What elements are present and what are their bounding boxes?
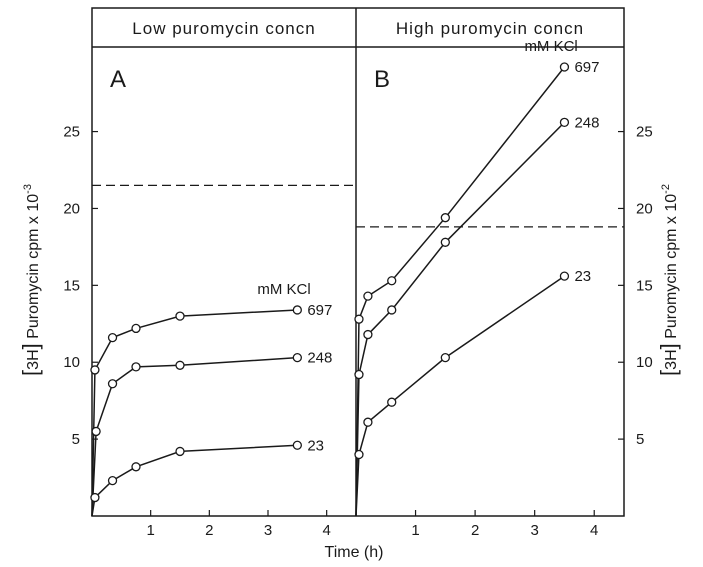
data-point [440,352,450,363]
series-label: 23 [307,437,324,454]
series-label: 697 [307,302,332,319]
bracket-open: [ [18,370,43,376]
legend-title: mM KCl [524,38,577,55]
outer-border [91,7,625,517]
bracket-open: [ [656,370,681,376]
data-point [559,271,570,281]
x-tick-label: 4 [322,522,330,539]
panel-a-letter: A [110,66,126,93]
x-tick-label: 1 [411,522,419,539]
data-point [363,291,373,301]
data-point [107,332,118,343]
y-tick-label: 25 [63,124,80,141]
data-point [363,329,373,340]
series-23-line [355,275,565,517]
series-label: 23 [574,268,591,285]
series-label: 248 [307,350,332,367]
x-axis-title: Time (h) [325,544,384,561]
data-point [292,440,302,450]
x-tick-label: 3 [530,522,538,539]
y-tick-label: 20 [636,200,653,217]
data-point [354,449,364,460]
y-tick-label: 5 [72,431,80,448]
data-point [107,379,118,389]
chart-frame [91,7,625,517]
x-tick-label: 4 [590,522,598,539]
data-point [175,311,185,321]
y-tick-label: 10 [636,354,653,371]
y-tick-label: 10 [63,354,80,371]
data-point [131,362,141,372]
y-axis-exponent: -3 [22,184,34,194]
y-axis-label: Puromycin cpm x 10 [663,194,680,343]
x-tick-label: 2 [471,522,479,539]
data-point [387,305,397,315]
panel-b-letter: B [374,66,390,93]
y-axis-title-text: [3H] Puromycin cpm x 10-3 [18,184,43,376]
data-point [90,492,100,503]
x-tick-label: 2 [205,522,213,539]
data-point [131,462,141,472]
x-tick-label: 1 [146,522,154,539]
panel-a-header: Low puromycin concn [132,19,315,38]
panel-b-y-axis-title: [3H] Puromycin cpm x 10-2 [656,184,681,376]
isotope-label: 3H [25,349,42,369]
data-point [292,305,302,315]
y-tick-label: 25 [636,124,653,141]
bracket-close: ] [656,343,681,349]
bracket-close: ] [18,343,43,349]
data-point [90,365,100,375]
data-point [354,314,364,324]
panel-a-y-axis-title: [3H] Puromycin cpm x 10-3 [18,184,43,376]
data-point [559,62,570,72]
series-248-line [355,121,565,517]
data-point [387,397,397,407]
data-point [440,237,450,247]
x-tick-label: 3 [264,522,272,539]
y-axis-label: Puromycin cpm x 10 [25,194,42,343]
y-tick-label: 5 [636,431,644,448]
data-point [363,417,373,427]
series-label: 248 [574,114,599,131]
panel-b-header: High puromycin concn [396,19,584,38]
y-axis-exponent: -2 [660,184,672,194]
isotope-label: 3H [663,349,680,369]
series-label: 697 [574,59,599,76]
data-point [387,276,397,286]
data-point [175,446,185,457]
legend-title: mM KCl [257,281,310,298]
data-point [354,369,364,380]
data-point [91,426,101,437]
series-248-line [91,356,298,517]
series-697-line [91,309,298,517]
data-point [559,117,570,127]
data-point [107,475,118,486]
data-point [175,360,185,370]
y-tick-label: 15 [636,277,653,294]
series-697-line [355,66,566,517]
series-23-line [91,444,298,517]
y-axis-title-text: [3H] Puromycin cpm x 10-2 [656,184,681,376]
data-point [440,213,450,223]
y-tick-label: 15 [63,277,80,294]
data-point [292,352,302,363]
y-tick-label: 20 [63,200,80,217]
data-point [131,323,141,334]
